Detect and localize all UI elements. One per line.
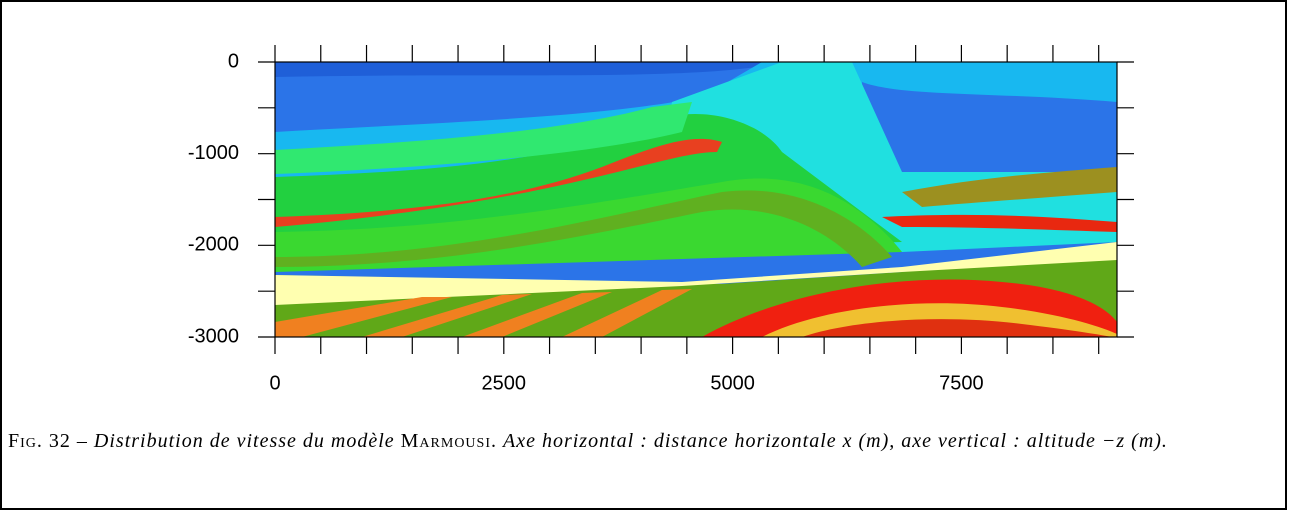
x-tick-label: 0 [269,372,280,394]
x-tick-label: 7500 [939,372,984,394]
y-tick-label: 0 [228,50,239,72]
x-tick-label: 2500 [482,372,527,394]
y-tick-label: -3000 [188,325,239,347]
figure-label: Fig. 32 – [8,430,88,452]
x-tick-label: 5000 [710,372,755,394]
model-name: Marmousi. [400,430,497,452]
caption-text: Axe horizontal : distance horizontale x … [503,430,1168,452]
velocity-image [275,62,1117,337]
caption-text: Distribution de vitesse du modèle [93,430,395,452]
y-tick-label: -2000 [188,234,239,256]
caption: Fig. 32 – Distribution de vitesse du mod… [8,426,1278,456]
y-tick-label: -1000 [188,142,239,164]
